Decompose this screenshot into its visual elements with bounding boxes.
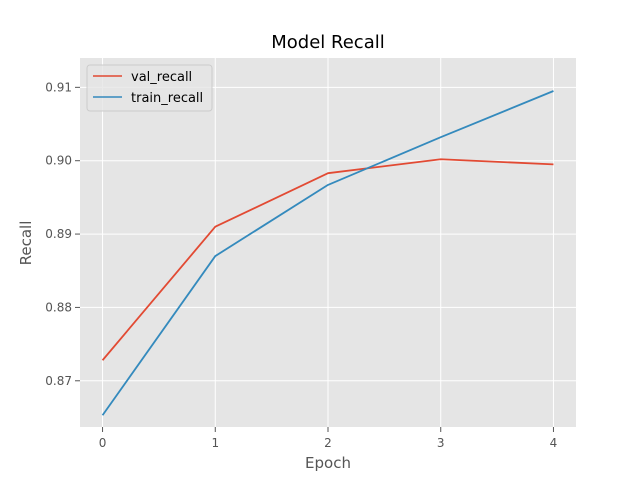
- x-tick-label: 4: [550, 436, 558, 450]
- x-axis-label: Epoch: [305, 454, 351, 472]
- chart-title: Model Recall: [271, 32, 384, 53]
- grid-lines: [80, 58, 576, 427]
- series-line-val-recall: [101, 158, 554, 361]
- y-tick-label: 0.89: [45, 227, 72, 241]
- legend-label-train-recall: train_recall: [131, 91, 203, 106]
- series-line-train-recall: [101, 90, 554, 416]
- x-tick-label: 1: [211, 436, 219, 450]
- x-tick-label: 3: [437, 436, 445, 450]
- x-tick-label: 0: [99, 436, 107, 450]
- y-axis-label: Recall: [17, 221, 35, 266]
- legend-label-val-recall: val_recall: [131, 70, 192, 85]
- legend: val_recall train_recall: [86, 64, 213, 112]
- x-tick-label: 2: [324, 436, 332, 450]
- y-tick-label: 0.90: [45, 154, 72, 168]
- y-tick-label: 0.87: [45, 374, 72, 388]
- y-tick-label: 0.91: [45, 80, 72, 94]
- y-tick-label: 0.88: [45, 300, 72, 314]
- series-lines: [101, 90, 554, 416]
- axis-ticks: 0 1 2 3 4 0.87 0.88 0.89 0.90 0.91: [45, 80, 557, 450]
